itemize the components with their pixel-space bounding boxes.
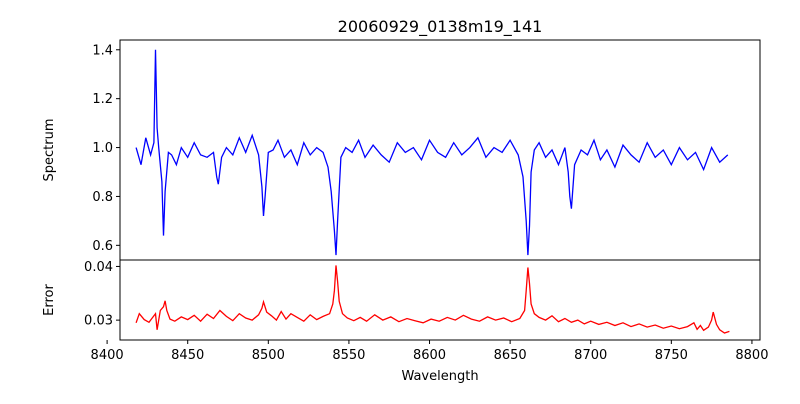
- x-tick-label: 8750: [655, 348, 688, 363]
- error-y-label: Error: [42, 284, 57, 316]
- error-x-ticks: 8400 8450 8500 8550 8600 8650 8700 8750 8800: [91, 340, 768, 363]
- error-line: [135, 265, 730, 334]
- spectrum-y-tick-label: 0.6: [92, 239, 113, 254]
- spectrum-y-tick-label: 1.4: [92, 43, 113, 58]
- spectrum-y-label: Spectrum: [42, 119, 57, 182]
- chart-title: 20060929_0138m19_141: [338, 17, 543, 37]
- spectrum-line: [135, 49, 729, 256]
- error-panel: 0.03 0.04 8400 8450 8500 8550 8600 8650 8700 875…: [42, 259, 768, 384]
- x-tick-label: 8500: [252, 348, 285, 363]
- spectrum-y-tick-label: 1.0: [92, 141, 113, 156]
- x-tick-label: 8600: [413, 348, 446, 363]
- spectrum-y-ticks: 0.6 0.8 1.0 1.2 1.4: [92, 43, 120, 254]
- x-tick-label: 8400: [91, 348, 124, 363]
- spectrum-panel: 0.6 0.8 1.0 1.2 1.4 Spectrum: [42, 39, 761, 261]
- x-tick-label: 8800: [735, 348, 768, 363]
- error-y-tick-label: 0.03: [84, 314, 113, 329]
- spectrum-y-tick-label: 0.8: [92, 190, 113, 205]
- error-y-tick-label: 0.04: [84, 260, 113, 275]
- error-y-ticks: 0.03 0.04: [84, 260, 120, 329]
- error-axes-frame: [119, 259, 761, 341]
- spectrum-y-tick-label: 1.2: [92, 92, 113, 107]
- x-tick-label: 8550: [332, 348, 365, 363]
- x-tick-label: 8700: [574, 348, 607, 363]
- x-tick-label: 8450: [171, 348, 204, 363]
- x-tick-label: 8650: [494, 348, 527, 363]
- x-axis-label: Wavelength: [401, 369, 478, 384]
